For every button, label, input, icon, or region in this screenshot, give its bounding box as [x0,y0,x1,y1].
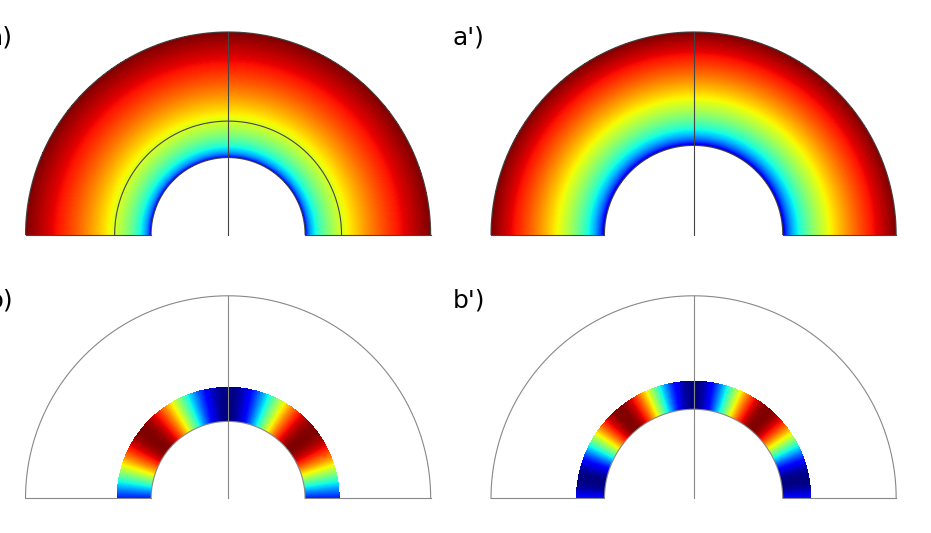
Text: a): a) [0,25,12,49]
Text: a'): a') [453,25,485,49]
Text: b'): b') [453,289,485,313]
Text: b): b) [0,289,13,313]
